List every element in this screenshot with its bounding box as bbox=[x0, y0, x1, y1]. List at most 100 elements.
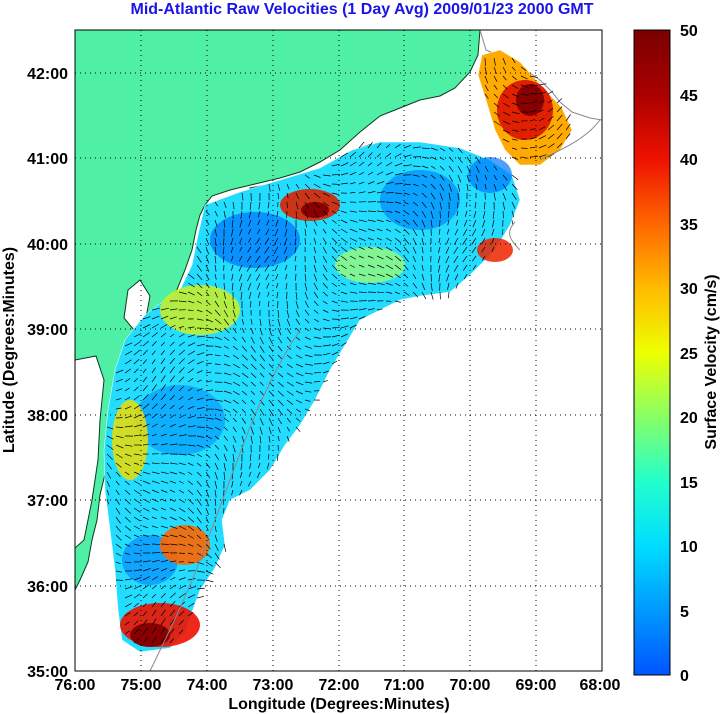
velocity-vector bbox=[313, 219, 318, 227]
velocity-vector bbox=[238, 264, 243, 272]
velocity-vector bbox=[151, 423, 158, 428]
velocity-vector bbox=[385, 210, 393, 213]
velocity-vector bbox=[367, 162, 373, 167]
velocity-vector bbox=[502, 102, 510, 108]
velocity-vector bbox=[502, 210, 504, 219]
velocity-vector bbox=[169, 525, 178, 530]
velocity-vector bbox=[340, 237, 348, 243]
velocity-vector bbox=[295, 399, 303, 404]
velocity-vector bbox=[285, 282, 288, 290]
velocity-vector bbox=[457, 174, 462, 183]
velocity-vector bbox=[538, 154, 547, 158]
colorbar-label: Surface Velocity (cm/s) bbox=[703, 274, 720, 449]
velocity-vector bbox=[160, 424, 166, 428]
velocity-vector bbox=[295, 408, 301, 413]
velocity-vector bbox=[264, 264, 270, 272]
velocity-vector bbox=[124, 425, 133, 428]
velocity-vector bbox=[421, 183, 427, 188]
velocity-vector bbox=[232, 408, 238, 413]
velocity-vector bbox=[484, 183, 487, 190]
velocity-vector bbox=[295, 426, 301, 432]
velocity-vector bbox=[277, 318, 281, 327]
velocity-vector bbox=[453, 264, 459, 272]
velocity-vector bbox=[124, 489, 131, 496]
velocity-vector bbox=[223, 300, 228, 309]
velocity-vector bbox=[403, 192, 410, 196]
velocity-vector bbox=[196, 282, 203, 289]
velocity-vector bbox=[264, 246, 270, 254]
velocity-vector bbox=[142, 584, 149, 590]
velocity-vector bbox=[284, 255, 288, 263]
velocity-vector bbox=[493, 66, 497, 75]
velocity-vector bbox=[214, 435, 220, 440]
velocity-vector bbox=[178, 610, 185, 617]
velocity-vector bbox=[232, 201, 235, 210]
velocity-vector bbox=[502, 75, 507, 81]
velocity-vector bbox=[142, 611, 148, 617]
velocity-vector bbox=[565, 133, 571, 140]
velocity-vector bbox=[284, 264, 288, 271]
velocity-vector bbox=[151, 350, 156, 356]
velocity-vector bbox=[205, 435, 213, 440]
velocity-vector bbox=[223, 309, 229, 318]
colorbar-tick-label: 45 bbox=[680, 88, 698, 105]
velocity-vector bbox=[463, 219, 468, 227]
x-tick-label: 72:00 bbox=[319, 677, 360, 694]
velocity-vector bbox=[313, 345, 322, 348]
velocity-vector bbox=[248, 219, 252, 227]
velocity-vector bbox=[421, 210, 427, 218]
velocity-vector bbox=[394, 264, 402, 270]
velocity-vector bbox=[214, 561, 221, 568]
velocity-vector bbox=[133, 368, 139, 374]
velocity-vector bbox=[214, 507, 217, 515]
velocity-vector bbox=[430, 183, 436, 190]
velocity-vector bbox=[268, 363, 274, 369]
velocity-vector bbox=[484, 57, 486, 67]
velocity-vector bbox=[223, 318, 230, 326]
velocity-vector bbox=[223, 426, 228, 431]
velocity-vector bbox=[187, 350, 196, 356]
velocity-vector bbox=[214, 201, 219, 207]
velocity-vector bbox=[178, 543, 186, 547]
velocity-vector bbox=[430, 165, 436, 170]
velocity-vector bbox=[232, 444, 236, 453]
velocity-vector bbox=[115, 516, 121, 524]
velocity-vector bbox=[214, 255, 217, 264]
velocity-vector bbox=[133, 378, 138, 383]
velocity-vector bbox=[223, 372, 232, 376]
velocity-vector bbox=[502, 84, 508, 90]
x-tick-label: 76:00 bbox=[55, 677, 96, 694]
velocity-vector bbox=[331, 273, 338, 279]
velocity-vector bbox=[223, 210, 226, 219]
velocity-vector bbox=[169, 543, 178, 546]
velocity-vector bbox=[492, 210, 495, 219]
velocity-vector bbox=[187, 586, 196, 590]
velocity-vector bbox=[196, 379, 202, 383]
velocity-vector bbox=[447, 210, 450, 218]
velocity-vector bbox=[304, 345, 312, 349]
velocity-vector bbox=[511, 120, 520, 123]
velocity-vector bbox=[205, 426, 214, 430]
velocity-vector bbox=[313, 228, 317, 235]
velocity-vector bbox=[232, 336, 237, 341]
velocity-vector bbox=[529, 156, 538, 158]
velocity-vector bbox=[376, 210, 385, 213]
velocity-vector bbox=[187, 594, 196, 599]
velocity-vector bbox=[331, 282, 338, 287]
velocity-vector bbox=[286, 318, 291, 327]
velocity-vector bbox=[187, 405, 195, 410]
velocity-vector bbox=[403, 144, 412, 149]
velocity-vector bbox=[223, 363, 231, 367]
velocity-vector bbox=[223, 219, 226, 228]
velocity-vector bbox=[394, 291, 400, 295]
velocity-vector bbox=[331, 264, 338, 271]
velocity-vectors bbox=[106, 57, 571, 644]
velocity-vector bbox=[214, 489, 217, 498]
velocity-vector bbox=[349, 308, 358, 311]
velocity-vector bbox=[268, 354, 274, 361]
velocity-vector bbox=[160, 627, 166, 635]
slow-zone bbox=[380, 170, 460, 230]
velocity-vector bbox=[472, 264, 477, 270]
velocity-vector bbox=[178, 489, 185, 494]
velocity-vector bbox=[376, 282, 385, 286]
